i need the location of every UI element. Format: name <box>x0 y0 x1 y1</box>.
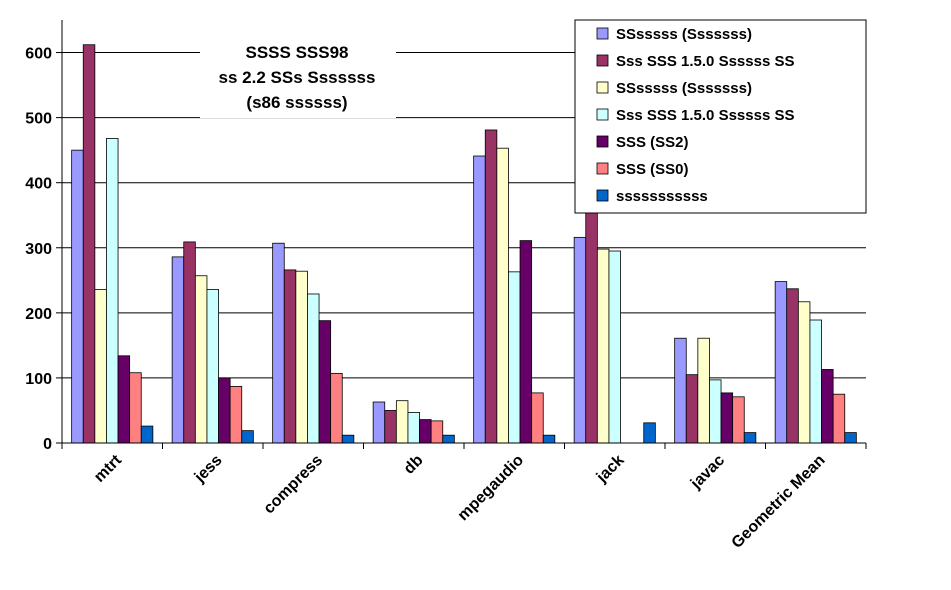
bar <box>596 248 610 444</box>
legend-swatch <box>596 189 609 202</box>
y-tick-label: 0 <box>43 436 52 453</box>
bar <box>542 434 556 444</box>
title-background <box>200 34 396 118</box>
bar <box>496 147 509 444</box>
bar <box>194 275 208 444</box>
bar <box>129 372 142 444</box>
legend-swatch <box>596 81 609 94</box>
y-tick-label: 500 <box>25 111 52 128</box>
bar <box>797 301 811 444</box>
bar <box>430 420 444 444</box>
bar <box>809 319 822 444</box>
y-tick-label: 100 <box>25 371 52 388</box>
title-line-2: ss 2.2 SSs Sssssss <box>219 68 376 87</box>
bar <box>821 369 834 444</box>
bar <box>407 412 420 444</box>
bar <box>697 337 710 444</box>
category-label: db <box>401 452 427 478</box>
legend-label: sssssssssss <box>616 188 708 205</box>
bar <box>171 256 185 444</box>
bar <box>743 432 757 444</box>
y-tick-label: 600 <box>25 46 52 63</box>
legend-swatch <box>596 162 609 175</box>
bar <box>732 396 745 444</box>
category-label: javac <box>687 452 728 493</box>
bar <box>774 281 788 444</box>
bar <box>94 289 107 444</box>
bar <box>183 241 196 444</box>
bar <box>372 401 386 444</box>
bar <box>484 129 498 444</box>
y-tick-label: 200 <box>25 306 52 323</box>
bar <box>117 355 131 444</box>
bar <box>674 337 687 444</box>
bar <box>341 434 355 444</box>
bar <box>832 393 846 444</box>
legend: SSsssss (Sssssss) Sss SSS 1.5.0 Ssssss SS… <box>574 19 867 214</box>
legend-label: Sss SSS 1.5.0 Ssssss SS <box>616 53 794 70</box>
legend-swatch <box>596 54 609 67</box>
bar <box>71 149 84 444</box>
bar <box>330 372 343 444</box>
bar <box>419 419 432 444</box>
category-label: Geometric Mean <box>729 452 829 552</box>
bar <box>384 410 397 444</box>
bar <box>685 374 699 444</box>
bar <box>295 270 308 444</box>
bar <box>442 434 455 444</box>
bar <box>720 392 734 444</box>
bar <box>709 379 722 444</box>
y-axis: 0 100 200 300 400 500 600 <box>25 20 63 453</box>
bar <box>307 293 320 444</box>
legend-label: SSsssss (Sssssss) <box>616 80 752 97</box>
bar <box>531 392 544 444</box>
category-label: compress <box>261 452 327 518</box>
title-line-3: (s86 ssssss) <box>246 93 347 112</box>
bar <box>786 288 799 444</box>
bar <box>519 240 533 444</box>
bar <box>218 377 231 444</box>
legend-swatch <box>596 27 609 40</box>
legend-label: SSsssss (Sssssss) <box>616 26 752 43</box>
y-tick-label: 300 <box>25 241 52 258</box>
category-label: mtrt <box>91 451 125 485</box>
x-axis: mtrt jess compress db mpegaudio jack javac Geom… <box>61 442 867 552</box>
bar <box>82 44 96 444</box>
bar <box>573 236 587 444</box>
bar <box>395 400 409 444</box>
chart-title: SSSS SSS98 ss 2.2 SSs Sssssss (s86 sssss… <box>200 34 396 118</box>
category-label: jess <box>191 452 226 487</box>
bar <box>140 425 154 444</box>
legend-label: Sss SSS 1.5.0 Ssssss SS <box>616 107 794 124</box>
category-label: mpegaudio <box>455 452 528 525</box>
legend-box <box>574 19 867 214</box>
bar <box>241 430 254 444</box>
y-tick-label: 400 <box>25 176 52 193</box>
title-line-1: SSSS SSS98 <box>245 43 348 62</box>
bar <box>229 385 243 444</box>
bar <box>608 250 621 444</box>
bar <box>283 269 297 444</box>
bar <box>206 289 219 444</box>
bar <box>106 138 119 444</box>
legend-label: SSS (SS0) <box>616 161 689 178</box>
bars <box>71 44 857 444</box>
bar <box>272 242 285 444</box>
legend-swatch <box>596 108 609 121</box>
bar <box>508 271 521 444</box>
bar <box>473 155 486 444</box>
category-label: jack <box>593 452 628 487</box>
bar <box>318 320 332 444</box>
legend-swatch <box>596 135 609 148</box>
legend-label: SSS (SS2) <box>616 134 689 151</box>
bar <box>643 422 656 444</box>
bar <box>844 432 857 444</box>
